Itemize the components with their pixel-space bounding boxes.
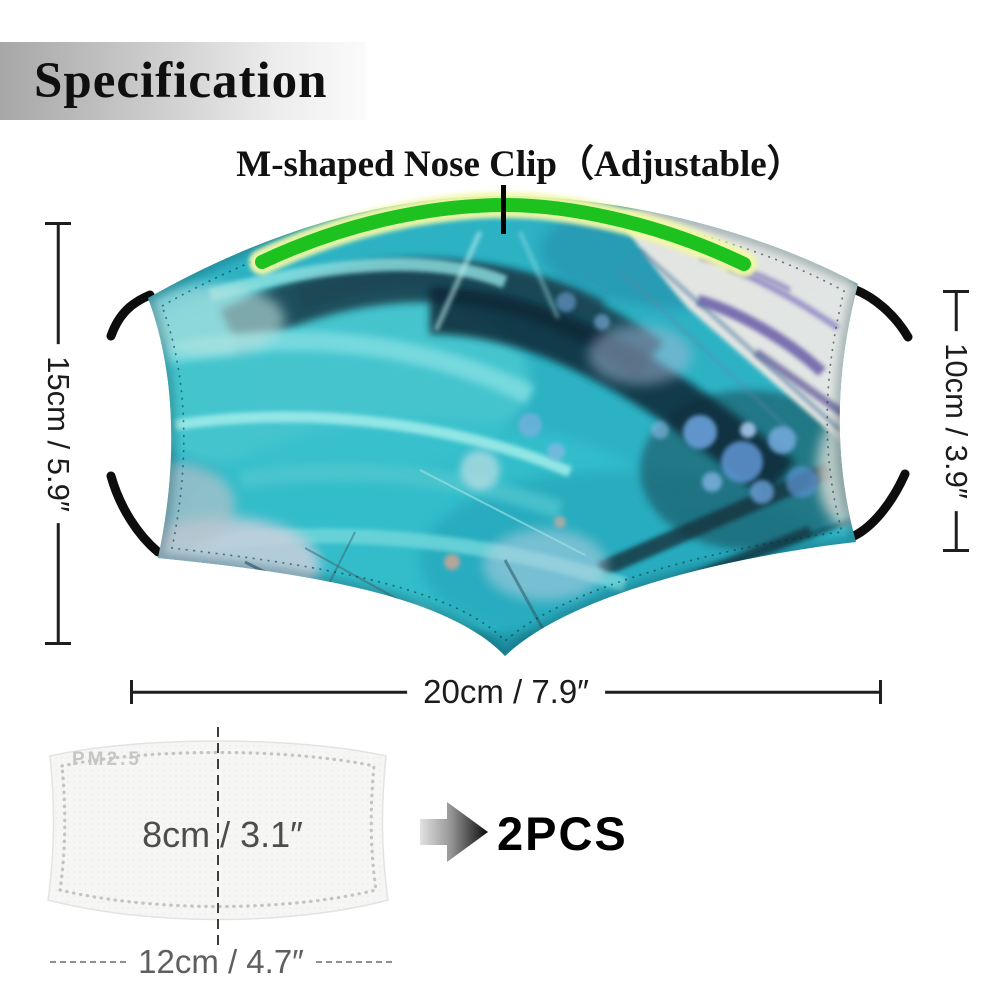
title-bar: Specification (0, 42, 366, 120)
dimension-left: 15cm / 5.9″ (40, 222, 76, 645)
ear-strap-top-right (851, 285, 913, 342)
filter-bottom-value: 12cm / 4.7″ (138, 943, 304, 980)
dimension-right-value: 10cm / 3.9″ (938, 331, 974, 511)
dash-line (315, 961, 392, 963)
dimension-bottom: 20cm / 7.9″ (130, 673, 882, 711)
dimension-right: 10cm / 3.9″ (938, 290, 974, 552)
arrow-icon (420, 802, 488, 862)
dimension-left-value: 15cm / 5.9″ (40, 343, 76, 524)
ear-strap-top-left (106, 290, 155, 341)
filter-stitch-line (58, 750, 378, 909)
dash-line (50, 961, 127, 963)
mask-print-pattern (148, 196, 858, 656)
dimension-cap (943, 290, 969, 293)
ear-strap-bottom-right (849, 469, 910, 541)
quantity-label: 2PCS (497, 807, 628, 860)
dimension-cap (879, 680, 882, 704)
ear-strap-bottom-left (106, 471, 163, 557)
dimension-cap (130, 680, 133, 704)
dimension-bottom-value: 20cm / 7.9″ (407, 673, 605, 711)
ear-straps (106, 285, 913, 557)
nose-clip-pointer-line (501, 185, 506, 234)
dimension-cap (45, 642, 71, 645)
page-title: Specification (34, 53, 328, 109)
nose-clip-label: M-shaped Nose Clip（Adjustable） (236, 144, 804, 185)
filter-width-value: 8cm / 3.1″ (142, 814, 303, 855)
filter-bottom-dimension: 12cm / 4.7″ (48, 940, 394, 984)
dimension-cap (943, 549, 969, 552)
filter-type-label: PM2.5 (72, 749, 142, 770)
filter-insert (47, 727, 389, 947)
dimension-cap (45, 222, 71, 225)
mask-body (148, 191, 858, 656)
